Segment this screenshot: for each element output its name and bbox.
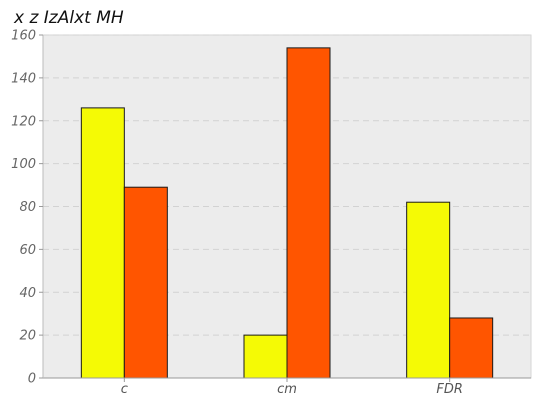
- bar-FDR-series-2: [449, 317, 494, 379]
- bar-c-series-2: [123, 186, 168, 379]
- bar-FDR-series-1: [406, 201, 451, 379]
- y-tick-label: 120: [11, 114, 36, 129]
- bar-cm-series-2: [286, 47, 331, 379]
- y-tick-label: 60: [19, 243, 36, 258]
- y-tick-label: 0: [28, 372, 36, 387]
- bars: [80, 47, 494, 379]
- x-tick-label: FDR: [436, 382, 463, 397]
- x-tick-label: c: [121, 382, 128, 397]
- y-tick-label: 100: [11, 157, 36, 172]
- bar-cm-series-1: [243, 334, 288, 379]
- bar-c-series-1: [80, 107, 125, 379]
- y-tick-label: 140: [11, 71, 36, 86]
- y-tick-label: 160: [11, 29, 36, 44]
- y-tick-label: 20: [19, 329, 36, 344]
- x-tick-label: cm: [277, 382, 297, 397]
- y-tick-labels: 0 20 40 60 80 100 120 140 160: [11, 29, 43, 387]
- x-tick-labels: c cm FDR: [121, 378, 463, 397]
- y-tick-label: 40: [19, 286, 36, 301]
- chart-title: x z IzAlxt MH: [14, 8, 124, 28]
- y-tick-label: 80: [19, 200, 36, 215]
